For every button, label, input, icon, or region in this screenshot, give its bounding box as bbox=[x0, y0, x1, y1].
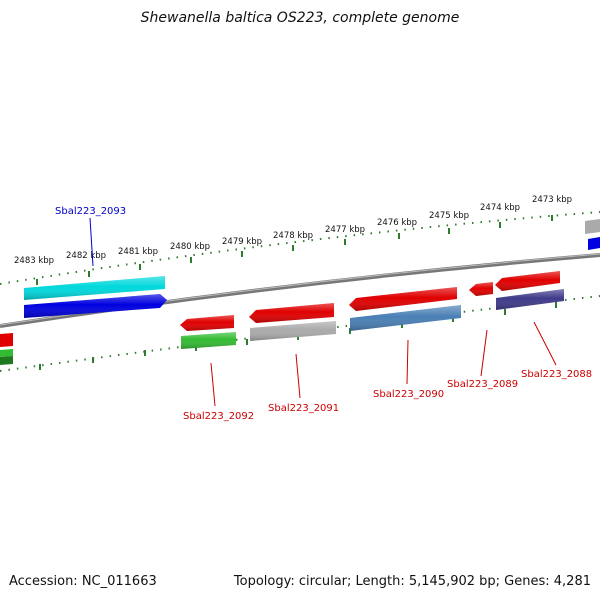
leader-line-2093 bbox=[89, 217, 94, 267]
gene-labels: Sbal223_2093 Sbal223_2092 Sbal223_2091 S… bbox=[55, 206, 592, 422]
gene-label-2092[interactable]: Sbal223_2092 bbox=[183, 411, 254, 422]
feature-blue-right-edge bbox=[588, 237, 600, 250]
scale-label: 2478 kbp bbox=[273, 231, 313, 241]
leader-line-2091 bbox=[295, 353, 301, 399]
leader-line-2092 bbox=[210, 362, 216, 407]
leader-line-2088 bbox=[533, 321, 557, 366]
leader-line-2089 bbox=[480, 329, 488, 377]
gene-label-2088[interactable]: Sbal223_2088 bbox=[521, 369, 592, 380]
scale-label: 2477 kbp bbox=[325, 225, 365, 235]
feature-grey-right-edge bbox=[585, 219, 600, 234]
scale-label: 2479 kbp bbox=[222, 237, 262, 247]
accession-text: Accession: NC_011663 bbox=[9, 574, 157, 589]
scale-label: 2475 kbp bbox=[429, 211, 469, 221]
scale-label: 2480 kbp bbox=[170, 242, 210, 252]
scale-label: 2476 kbp bbox=[377, 218, 417, 228]
feature-shading bbox=[24, 271, 564, 349]
scale-label: 2473 kbp bbox=[532, 195, 572, 205]
feature-red-left-edge bbox=[0, 333, 13, 347]
genome-stats-text: Topology: circular; Length: 5,145,902 bp… bbox=[233, 574, 591, 589]
feature-green-left-edge bbox=[0, 349, 13, 357]
label-leaders bbox=[89, 217, 557, 407]
scale-label: 2483 kbp bbox=[14, 256, 54, 266]
feature-darkgreen-left-edge bbox=[0, 356, 13, 365]
leader-line-2090 bbox=[406, 339, 409, 385]
scale-label: 2481 kbp bbox=[118, 247, 158, 257]
scale-labels: 2483 kbp 2482 kbp 2481 kbp 2480 kbp 2479… bbox=[14, 195, 572, 266]
gene-label-2091[interactable]: Sbal223_2091 bbox=[268, 403, 339, 414]
gene-label-2090[interactable]: Sbal223_2090 bbox=[373, 389, 444, 400]
page-title: Shewanella baltica OS223, complete genom… bbox=[140, 10, 460, 26]
gene-label-2093[interactable]: Sbal223_2093 bbox=[55, 206, 126, 217]
scale-label: 2474 kbp bbox=[480, 203, 520, 213]
major-ticks-outer bbox=[36, 215, 553, 285]
scale-label: 2482 kbp bbox=[66, 251, 106, 261]
gene-label-2089[interactable]: Sbal223_2089 bbox=[447, 379, 518, 390]
